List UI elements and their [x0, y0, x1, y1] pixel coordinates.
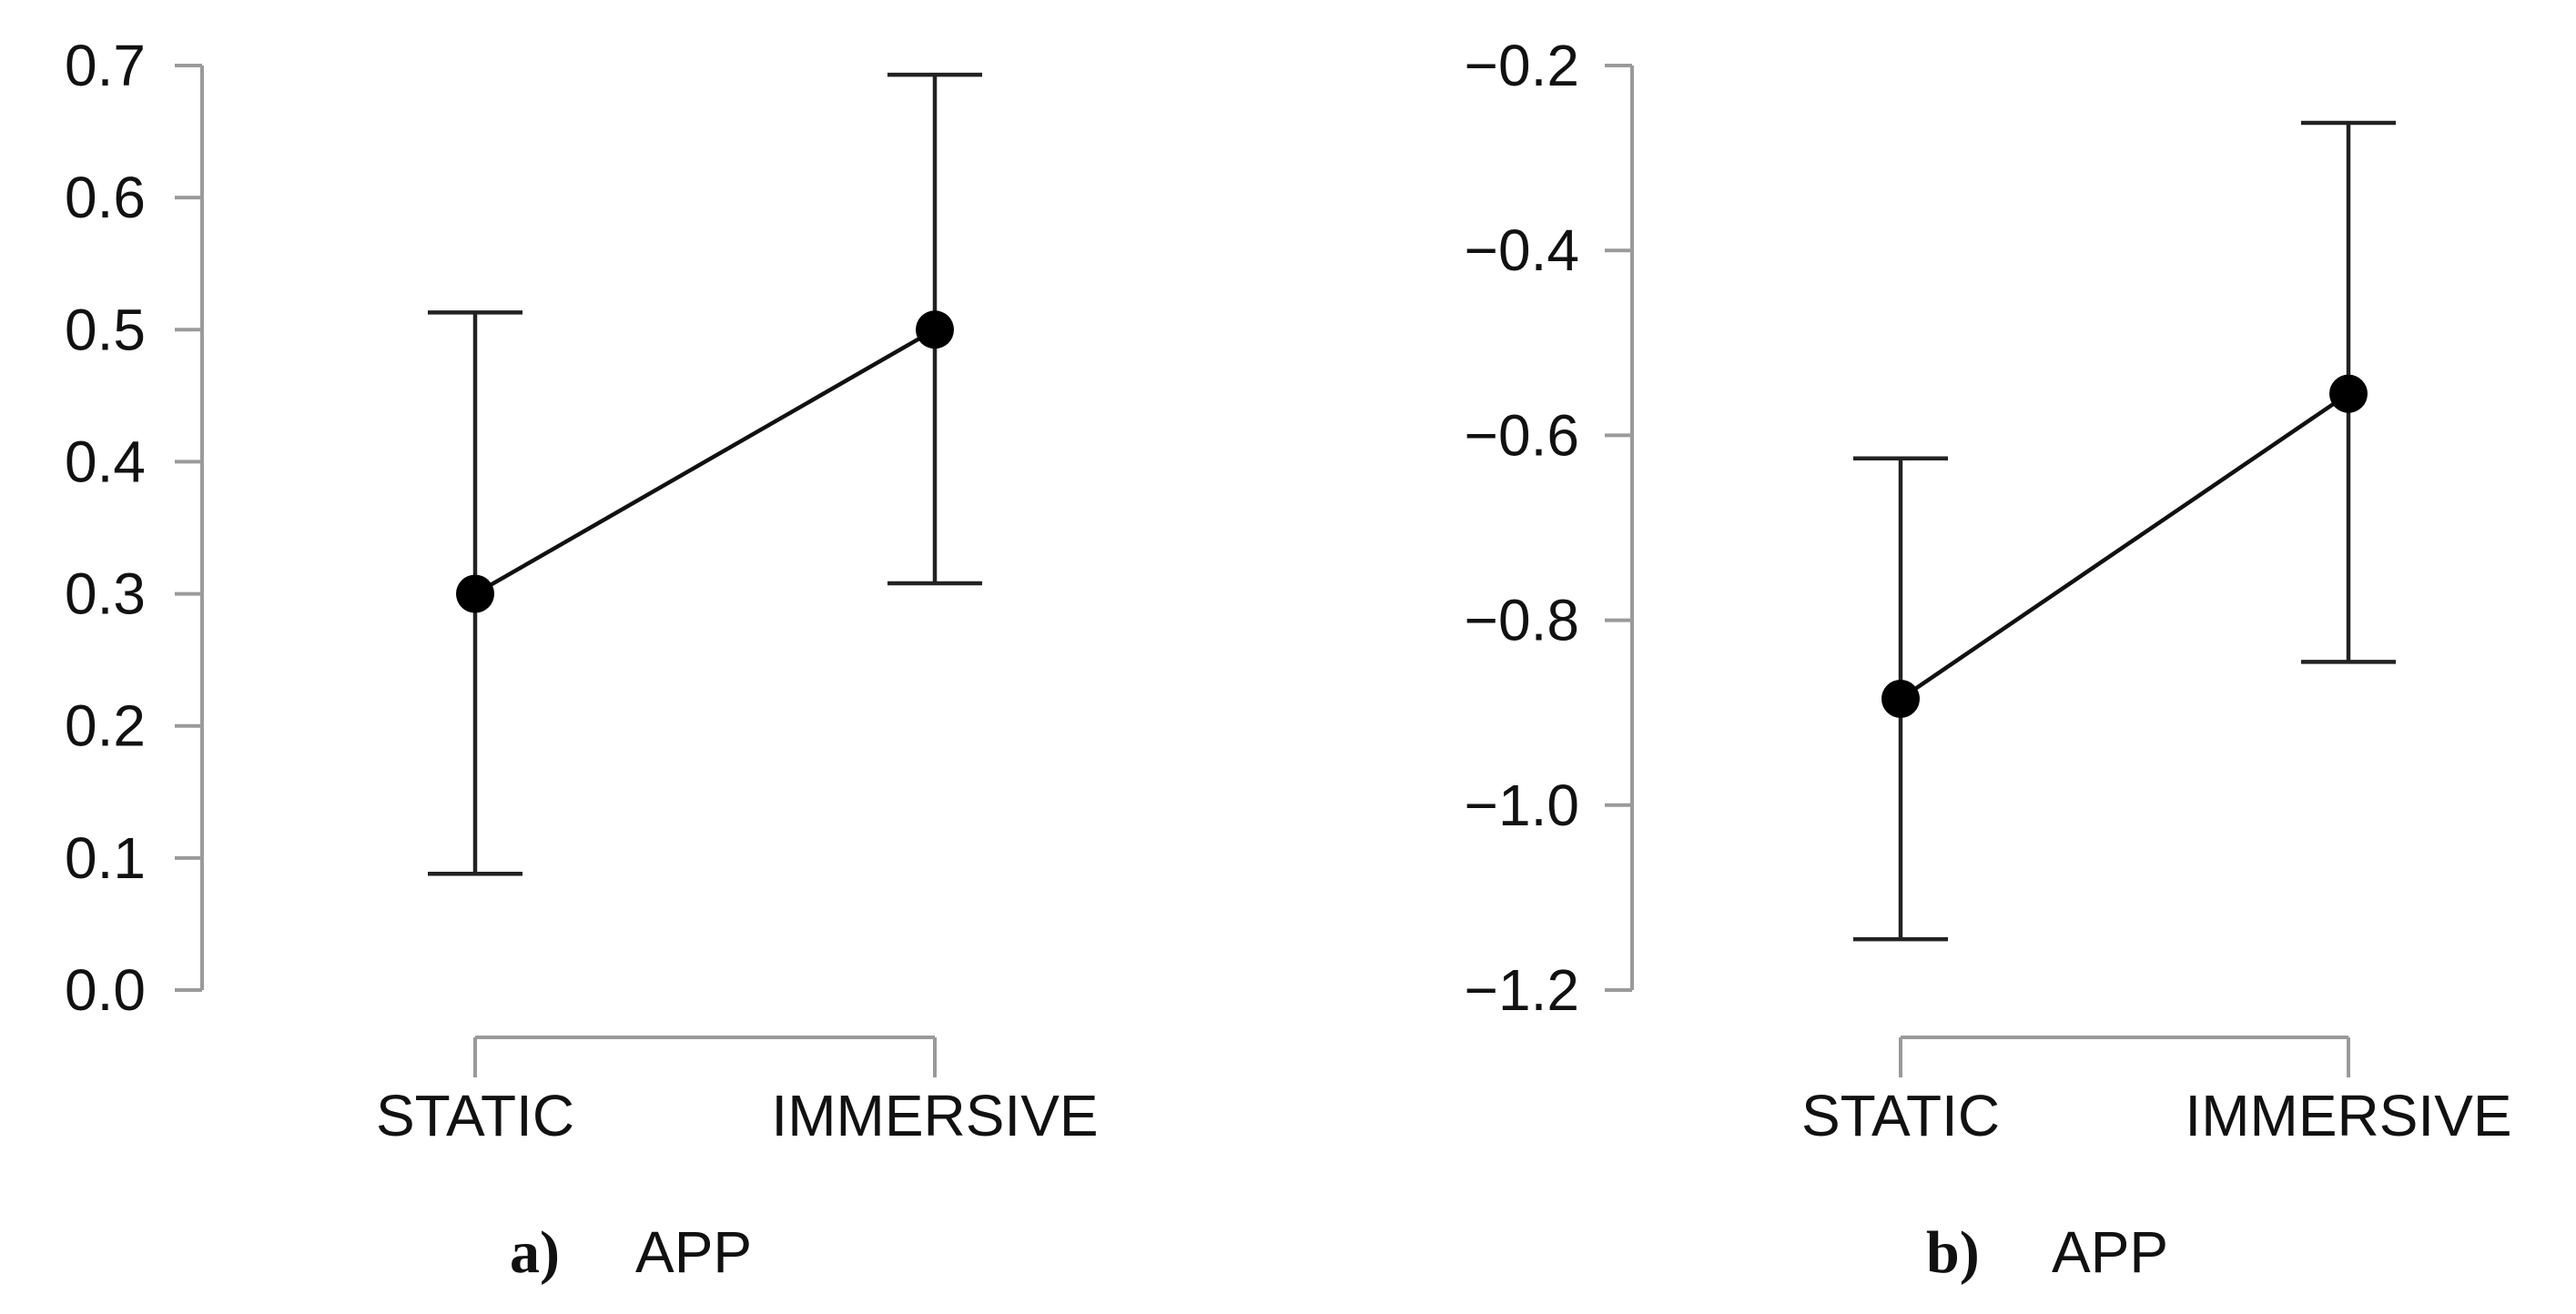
x-tick-label: STATIC: [1801, 1083, 2000, 1148]
x-tick-label: STATIC: [376, 1083, 574, 1148]
data-point: [916, 310, 954, 349]
y-tick-label: −0.8: [1465, 588, 1579, 653]
x-tick-label: IMMERSIVE: [2185, 1083, 2511, 1148]
panel-label: a): [510, 1219, 560, 1286]
y-tick-label: 0.2: [65, 693, 146, 759]
series-line: [473, 328, 937, 596]
panel-b: −1.2 −1.0 −0.8 −0.6 −0.4 −0.2 STATIC IMMERSIVE b…: [1465, 33, 2512, 1286]
data-point: [1881, 679, 1920, 718]
data-point: [2329, 374, 2368, 413]
y-tick-label: 0.5: [65, 297, 146, 362]
x-tick-label: IMMERSIVE: [771, 1083, 1098, 1148]
y-tick-label: 0.6: [65, 165, 146, 230]
y-tick-label: 0.1: [65, 825, 146, 891]
y-tick-label: −0.2: [1465, 33, 1579, 98]
y-tick-label: 0.7: [65, 33, 146, 98]
panel-label: b): [1926, 1219, 1980, 1286]
y-tick-label: 0.4: [65, 429, 146, 494]
x-axis-title: APP: [2052, 1219, 2168, 1285]
panel-a: 0.0 0.1 0.2 0.3 0.4 0.5 0.6 0.7 STATIC IMMERSIVE a…: [65, 33, 1099, 1286]
y-tick-label: 0.0: [65, 957, 146, 1023]
y-tick-label: −1.0: [1465, 773, 1579, 838]
y-tick-label: −0.4: [1465, 217, 1579, 283]
x-axis-title: APP: [635, 1219, 752, 1285]
data-point: [456, 574, 494, 613]
y-tick-label: −0.6: [1465, 402, 1579, 468]
y-tick-label: −1.2: [1465, 957, 1579, 1023]
y-tick-label: 0.3: [65, 561, 146, 627]
series-line: [1899, 391, 2350, 701]
